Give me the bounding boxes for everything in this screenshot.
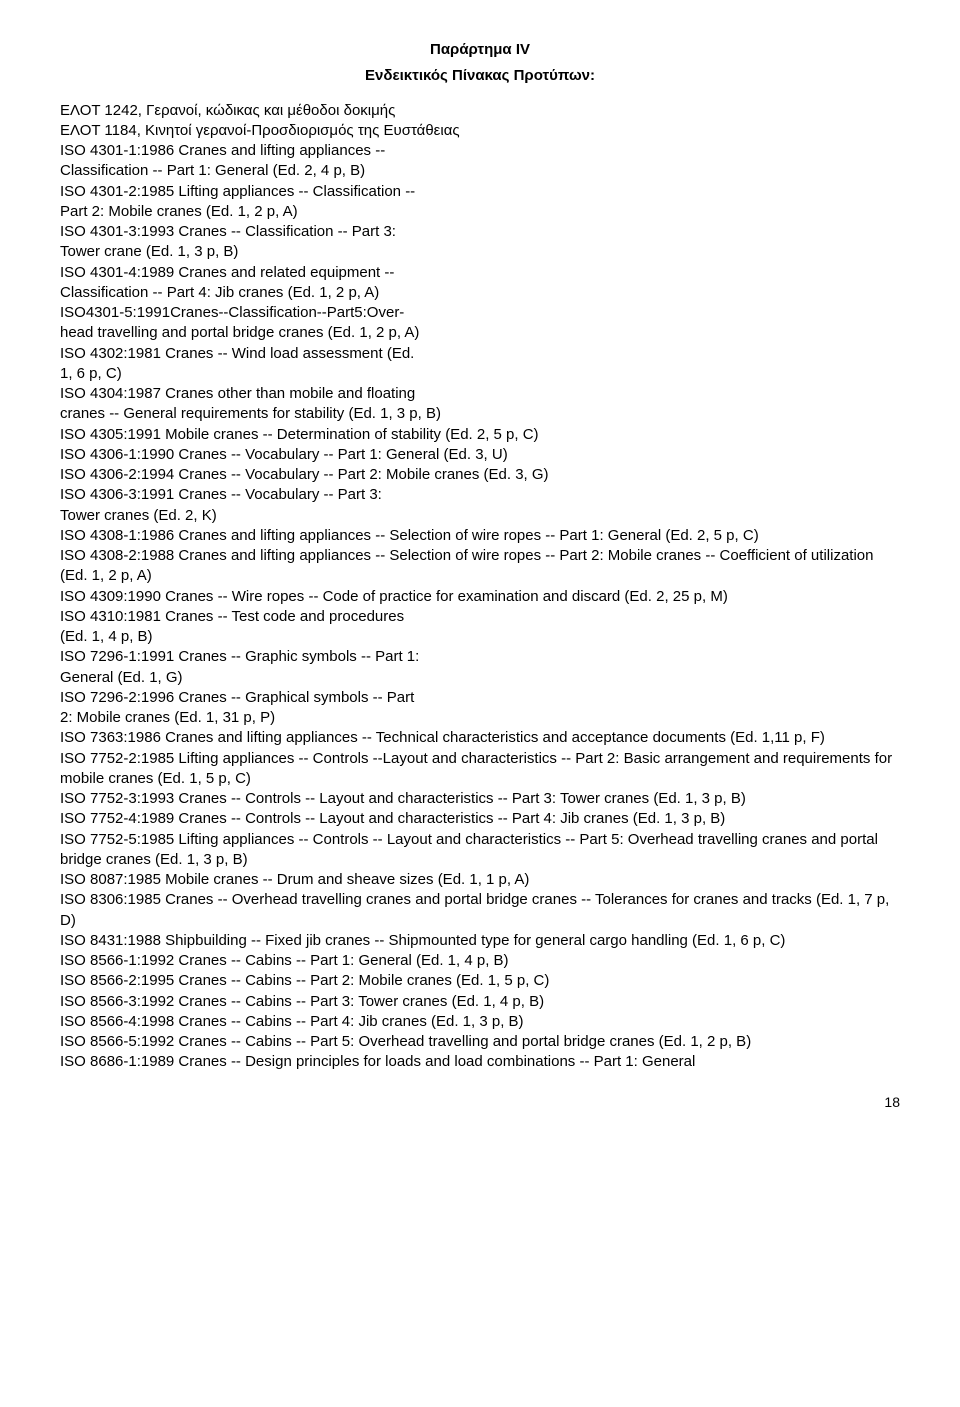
standards-line: ISO 7296-2:1996 Cranes -- Graphical symb… <box>60 688 900 708</box>
standards-line: ISO 7752-4:1989 Cranes -- Controls -- La… <box>60 809 900 829</box>
standards-line: ISO 4301-1:1986 Cranes and lifting appli… <box>60 141 900 161</box>
standards-line: 2: Mobile cranes (Ed. 1, 31 p, P) <box>60 708 900 728</box>
standards-line: ΕΛΟΤ 1242, Γερανοί, κώδικας και μέθοδοι … <box>60 101 900 121</box>
standards-line: ISO 7752-2:1985 Lifting appliances -- Co… <box>60 749 900 790</box>
standards-line: ISO4301-5:1991Cranes--Classification--Pa… <box>60 303 900 323</box>
page-title: Παράρτημα IV <box>60 40 900 60</box>
standards-line: ISO 8686-1:1989 Cranes -- Design princip… <box>60 1052 900 1072</box>
standards-line: ISO 4308-1:1986 Cranes and lifting appli… <box>60 526 900 546</box>
standards-line: cranes -- General requirements for stabi… <box>60 404 900 424</box>
standards-line: ISO 4309:1990 Cranes -- Wire ropes -- Co… <box>60 587 900 607</box>
standards-line: ISO 4306-2:1994 Cranes -- Vocabulary -- … <box>60 465 900 485</box>
standards-line: General (Ed. 1, G) <box>60 668 900 688</box>
standards-list: ΕΛΟΤ 1242, Γερανοί, κώδικας και μέθοδοι … <box>60 101 900 1073</box>
standards-line: ISO 4304:1987 Cranes other than mobile a… <box>60 384 900 404</box>
standards-line: ISO 8431:1988 Shipbuilding -- Fixed jib … <box>60 931 900 951</box>
standards-line: Classification -- Part 1: General (Ed. 2… <box>60 161 900 181</box>
standards-line: ISO 4310:1981 Cranes -- Test code and pr… <box>60 607 900 627</box>
standards-line: Tower crane (Ed. 1, 3 p, B) <box>60 242 900 262</box>
standards-line: ISO 7363:1986 Cranes and lifting applian… <box>60 728 900 748</box>
page-number: 18 <box>60 1093 900 1112</box>
standards-line: ISO 8087:1985 Mobile cranes -- Drum and … <box>60 870 900 890</box>
standards-line: ISO 4306-1:1990 Cranes -- Vocabulary -- … <box>60 445 900 465</box>
standards-line: Tower cranes (Ed. 2, K) <box>60 506 900 526</box>
standards-line: ISO 4301-4:1989 Cranes and related equip… <box>60 263 900 283</box>
page-subtitle: Ενδεικτικός Πίνακας Προτύπων: <box>60 66 900 86</box>
standards-line: ISO 7752-3:1993 Cranes -- Controls -- La… <box>60 789 900 809</box>
standards-line: ISO 4305:1991 Mobile cranes -- Determina… <box>60 425 900 445</box>
standards-line: ISO 7296-1:1991 Cranes -- Graphic symbol… <box>60 647 900 667</box>
standards-line: ISO 8566-5:1992 Cranes -- Cabins -- Part… <box>60 1032 900 1052</box>
standards-line: ISO 4301-3:1993 Cranes -- Classification… <box>60 222 900 242</box>
standards-line: head travelling and portal bridge cranes… <box>60 323 900 343</box>
standards-line: 1, 6 p, C) <box>60 364 900 384</box>
standards-line: Part 2: Mobile cranes (Ed. 1, 2 p, A) <box>60 202 900 222</box>
standards-line: ISO 8306:1985 Cranes -- Overhead travell… <box>60 890 900 931</box>
standards-line: ISO 4301-2:1985 Lifting appliances -- Cl… <box>60 182 900 202</box>
standards-line: ISO 4308-2:1988 Cranes and lifting appli… <box>60 546 900 587</box>
standards-line: ΕΛΟΤ 1184, Κινητοί γερανοί-Προσδιορισμός… <box>60 121 900 141</box>
standards-line: (Ed. 1, 4 p, B) <box>60 627 900 647</box>
standards-line: ISO 7752-5:1985 Lifting appliances -- Co… <box>60 830 900 871</box>
standards-line: ISO 8566-4:1998 Cranes -- Cabins -- Part… <box>60 1012 900 1032</box>
standards-line: ISO 4306-3:1991 Cranes -- Vocabulary -- … <box>60 485 900 505</box>
standards-line: ISO 8566-2:1995 Cranes -- Cabins -- Part… <box>60 971 900 991</box>
standards-line: Classification -- Part 4: Jib cranes (Ed… <box>60 283 900 303</box>
standards-line: ISO 4302:1981 Cranes -- Wind load assess… <box>60 344 900 364</box>
standards-line: ISO 8566-3:1992 Cranes -- Cabins -- Part… <box>60 992 900 1012</box>
standards-line: ISO 8566-1:1992 Cranes -- Cabins -- Part… <box>60 951 900 971</box>
